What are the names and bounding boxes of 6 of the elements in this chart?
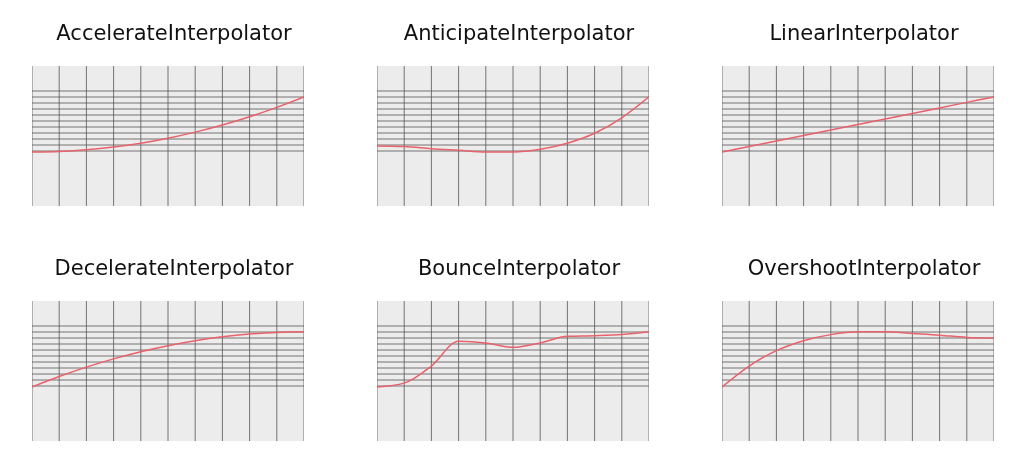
chart-title: AnticipateInterpolator xyxy=(402,20,636,47)
chart-title: DecelerateInterpolator xyxy=(53,255,295,282)
chart-title: OvershootInterpolator xyxy=(746,255,982,282)
chart-title: LinearInterpolator xyxy=(768,20,960,47)
chart-title: BounceInterpolator xyxy=(416,255,622,282)
chart-title: AccelerateInterpolator xyxy=(55,20,293,47)
